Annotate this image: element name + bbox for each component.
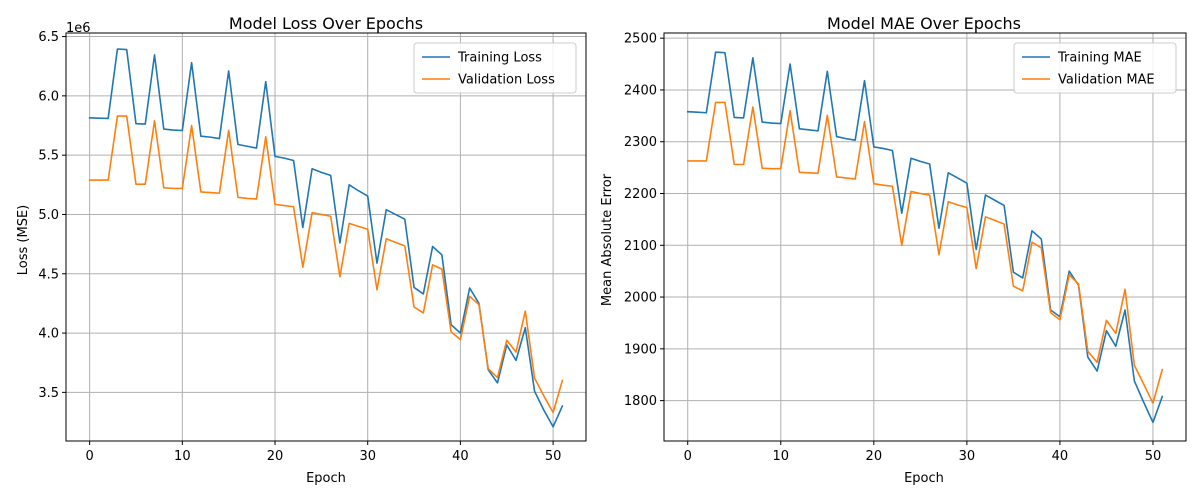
mae-y-tick-label: 2500 (624, 32, 657, 47)
mae-y-axis: 1800 1900 2000 2100 2200 2300 2400 2500 (624, 32, 664, 409)
loss-gridlines (66, 33, 586, 441)
loss-legend-label: Training Loss (457, 51, 542, 66)
mae-legend: Training MAE Validation MAE (1013, 42, 1177, 94)
loss-axes-frame (65, 32, 587, 442)
mae-chart-ylabel: Mean Absolute Error (600, 173, 615, 306)
loss-x-tick-label: 20 (267, 449, 284, 464)
mae-x-tick-label: 20 (866, 449, 883, 464)
loss-chart-offset-label: 1e6 (66, 21, 91, 36)
loss-y-axis: 3.5 4.0 4.5 5.0 5.5 6.0 6.5 (38, 30, 66, 401)
mae-x-tick-label: 30 (959, 449, 976, 464)
loss-x-tick-label: 0 (85, 449, 93, 464)
loss-y-tick-label: 4.0 (38, 327, 59, 342)
loss-y-tick-label: 3.5 (38, 386, 59, 401)
mae-legend-label: Validation MAE (1058, 73, 1155, 88)
mae-chart-xlabel: Epoch (904, 471, 944, 486)
mae-x-tick-label: 10 (773, 449, 790, 464)
mae-y-tick-label: 1800 (624, 394, 657, 409)
mae-y-tick-label: 2000 (624, 291, 657, 306)
mae-x-tick-label: 50 (1145, 449, 1162, 464)
loss-x-tick-label: 30 (359, 449, 376, 464)
loss-y-tick-label: 6.0 (38, 89, 59, 104)
loss-chart-ylabel: Loss (MSE) (16, 205, 31, 275)
loss-series-line-validation (88, 115, 564, 414)
loss-y-tick-label: 4.5 (38, 267, 59, 282)
loss-y-tick-label: 5.0 (38, 208, 59, 223)
mae-y-tick-label: 2300 (624, 135, 657, 150)
mae-legend-box (1013, 42, 1177, 94)
loss-y-tick-label: 6.5 (38, 30, 59, 45)
mae-x-axis: 0 10 20 30 40 50 (684, 441, 1162, 464)
mae-legend-label: Training MAE (1057, 51, 1142, 66)
loss-x-tick-label: 40 (452, 449, 469, 464)
mae-x-tick-label: 40 (1052, 449, 1069, 464)
mae-y-tick-label: 2400 (624, 83, 657, 98)
mae-axes-frame (663, 32, 1187, 442)
loss-series (88, 48, 564, 428)
loss-legend: Training Loss Validation Loss (413, 42, 577, 94)
loss-x-tick-label: 50 (545, 449, 562, 464)
loss-legend-box (413, 42, 577, 94)
mae-x-tick-label: 0 (684, 449, 692, 464)
mae-y-tick-label: 2200 (624, 187, 657, 202)
mae-y-tick-label: 2100 (624, 239, 657, 254)
loss-x-tick-label: 10 (174, 449, 191, 464)
mae-series-line-validation (686, 101, 1164, 405)
loss-legend-label: Validation Loss (458, 73, 555, 88)
mae-series (686, 51, 1164, 424)
loss-x-axis: 0 10 20 30 40 50 (85, 441, 561, 464)
mae-chart-title: Model MAE Over Epochs (827, 14, 1021, 33)
loss-y-tick-label: 5.5 (38, 149, 59, 164)
mae-y-tick-label: 1900 (624, 342, 657, 357)
loss-chart-title: Model Loss Over Epochs (229, 14, 423, 33)
mae-chart: Model MAE Over Epochs Epoch Mean Absolut… (600, 14, 1187, 486)
loss-chart-xlabel: Epoch (306, 471, 346, 486)
loss-chart: Model Loss Over Epochs Epoch Loss (MSE) … (16, 14, 587, 486)
